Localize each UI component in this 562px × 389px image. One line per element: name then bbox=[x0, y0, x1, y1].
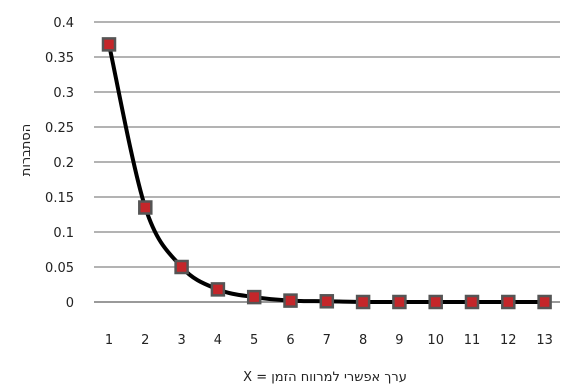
data-point-marker bbox=[138, 200, 153, 215]
data-point-marker bbox=[246, 289, 262, 305]
data-point-marker bbox=[428, 294, 443, 310]
x-tick-label: 10 bbox=[427, 333, 444, 348]
y-tick-label: 0 bbox=[66, 296, 74, 311]
x-tick-label: 7 bbox=[323, 333, 331, 348]
y-tick-label: 0.05 bbox=[45, 261, 74, 276]
x-tick-label: 8 bbox=[359, 333, 367, 348]
x-tick-label: 11 bbox=[464, 333, 481, 348]
data-point-marker bbox=[355, 294, 371, 310]
gridlines bbox=[94, 21, 560, 303]
x-tick-label: 6 bbox=[286, 333, 294, 348]
data-point-marker bbox=[101, 37, 117, 52]
series-group bbox=[101, 37, 552, 310]
data-point-marker bbox=[283, 293, 298, 308]
y-tick-label: 0.3 bbox=[53, 86, 74, 101]
y-tick-label: 0.25 bbox=[45, 121, 74, 136]
x-tick-label: 4 bbox=[214, 333, 222, 348]
data-point-marker bbox=[210, 282, 226, 297]
y-tick-label: 0.2 bbox=[53, 156, 74, 171]
data-point-marker bbox=[174, 259, 189, 275]
x-tick-label: 2 bbox=[141, 333, 149, 348]
data-point-marker bbox=[537, 294, 552, 310]
x-tick-label: 3 bbox=[177, 333, 185, 348]
y-axis-ticks: 0 0.05 0.1 0.15 0.2 0.25 0.3 0.35 0.4 bbox=[45, 16, 74, 311]
x-tick-label: 13 bbox=[536, 333, 553, 348]
x-tick-label: 1 bbox=[105, 333, 113, 348]
y-tick-label: 0.4 bbox=[53, 16, 74, 31]
y-tick-label: 0.1 bbox=[53, 226, 74, 241]
x-axis-ticks: 1 2 3 4 5 6 7 8 9 10 11 12 13 bbox=[105, 333, 553, 348]
data-point-marker bbox=[501, 294, 516, 310]
data-point-marker bbox=[319, 294, 335, 309]
series-line bbox=[107, 42, 547, 304]
y-axis-title: הסתברות bbox=[19, 124, 34, 176]
x-tick-label: 12 bbox=[500, 333, 517, 348]
x-tick-label: 5 bbox=[250, 333, 258, 348]
data-point-marker bbox=[464, 294, 480, 310]
x-axis-title: ערך אפשרי למרווח הזמן = X bbox=[243, 370, 407, 385]
x-tick-label: 9 bbox=[395, 333, 403, 348]
y-tick-label: 0.35 bbox=[45, 51, 74, 66]
data-point-marker bbox=[392, 294, 407, 310]
y-tick-label: 0.15 bbox=[45, 191, 74, 206]
